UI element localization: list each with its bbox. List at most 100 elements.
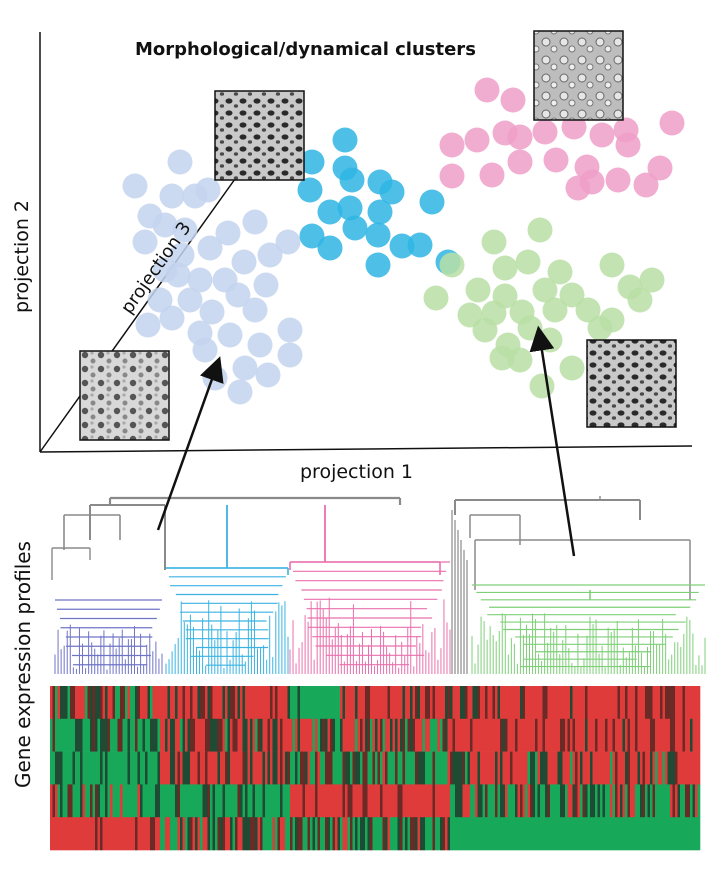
heatmap-cell [657, 784, 661, 818]
heatmap-cell [565, 784, 568, 818]
heatmap-cell [200, 751, 203, 785]
heatmap-cell [210, 817, 213, 851]
heatmap-cell [682, 817, 686, 851]
heatmap-cell [677, 784, 681, 818]
heatmap-cell [207, 784, 211, 818]
heatmap-cell [282, 784, 286, 818]
heatmap-cell [410, 686, 413, 720]
heatmap-cell [577, 718, 581, 752]
heatmap-cell [77, 784, 81, 818]
heatmap-cell [470, 784, 473, 818]
heatmap-cell [277, 686, 281, 720]
heatmap-cell [517, 817, 521, 851]
heatmap-cell [172, 686, 176, 720]
heatmap-cell [225, 751, 228, 785]
heatmap-cell [555, 751, 558, 785]
heatmap-cell [497, 686, 501, 720]
heatmap-cell [427, 751, 431, 785]
heatmap-cell [282, 817, 286, 851]
heatmap-cell [480, 784, 483, 818]
heatmap-cell [140, 718, 143, 752]
heatmap-cell [670, 784, 673, 818]
heatmap-cell [225, 686, 228, 720]
heatmap-cell [635, 784, 638, 818]
heatmap-cell [197, 686, 201, 720]
cyan-cluster-point [299, 223, 325, 249]
heatmap-cell [50, 718, 53, 752]
heatmap-cell [342, 784, 346, 818]
heatmap-cell [127, 751, 131, 785]
green-cluster-point [532, 277, 558, 303]
heatmap-cell [692, 817, 696, 851]
cyan-cluster-point [367, 199, 393, 225]
heatmap-cell [460, 817, 463, 851]
heatmap-cell [217, 784, 221, 818]
heatmap-cell [475, 817, 478, 851]
heatmap-cell [477, 817, 481, 851]
heatmap-cell [555, 817, 558, 851]
heatmap-cell [335, 784, 338, 818]
heatmap-cell [372, 817, 376, 851]
heatmap-cell [452, 751, 456, 785]
heatmap-cell [280, 817, 283, 851]
heatmap-cell [90, 751, 93, 785]
heatmap-cell [405, 784, 408, 818]
heatmap-cell [240, 686, 243, 720]
heatmap-cell [422, 817, 426, 851]
heatmap-cell [325, 817, 328, 851]
heatmap-cell [690, 686, 693, 720]
heatmap-cell [622, 817, 626, 851]
heatmap-cell [662, 817, 666, 851]
heatmap-cell [70, 751, 73, 785]
green-cluster-point [465, 277, 491, 303]
heatmap-cell [662, 784, 666, 818]
heatmap-cell [505, 718, 508, 752]
cyan-cluster-point [299, 149, 325, 175]
heatmap-cell [72, 751, 76, 785]
heatmap-cell [162, 686, 166, 720]
heatmap-cell [60, 686, 63, 720]
heatmap-cell [292, 686, 296, 720]
heatmap-cell [557, 718, 561, 752]
green-cluster-point [627, 287, 653, 313]
heatmap-cell [332, 718, 336, 752]
heatmap-cell [292, 817, 296, 851]
heatmap-cell [680, 686, 683, 720]
heatmap-cell [617, 686, 621, 720]
heatmap-cell [382, 686, 386, 720]
heatmap-cell [337, 784, 341, 818]
heatmap-cell [660, 784, 663, 818]
heatmap-cell [322, 817, 326, 851]
heatmap-cell [335, 686, 338, 720]
heatmap-cell [317, 686, 321, 720]
heatmap-cell [292, 751, 296, 785]
heatmap-cell [122, 751, 126, 785]
heatmap-cell [655, 686, 658, 720]
heatmap-cell [232, 784, 236, 818]
heatmap-cell [415, 784, 418, 818]
heatmap-cell [610, 718, 613, 752]
heatmap-cell [677, 817, 681, 851]
heatmap-cell [245, 686, 248, 720]
heatmap-cell [502, 784, 506, 818]
heatmap-cell [317, 817, 321, 851]
heatmap-cell [157, 718, 161, 752]
heatmap-cell [300, 817, 303, 851]
heatmap-cell [375, 751, 378, 785]
heatmap-cell [585, 751, 588, 785]
heatmap-cell [167, 817, 171, 851]
heatmap-cell [680, 784, 683, 818]
heatmap-cell [282, 686, 286, 720]
heatmap-cell [682, 686, 686, 720]
heatmap-cell [67, 784, 71, 818]
heatmap-cell [640, 817, 643, 851]
heatmap-cell [290, 718, 293, 752]
heatmap-cell [307, 751, 311, 785]
heatmap-cell [315, 718, 318, 752]
heatmap-cell [245, 784, 248, 818]
heatmap-cell [310, 686, 313, 720]
x-axis [39, 445, 693, 453]
heatmap-cell [215, 751, 218, 785]
heatmap-cell [595, 817, 598, 851]
heatmap-cell [100, 784, 103, 818]
